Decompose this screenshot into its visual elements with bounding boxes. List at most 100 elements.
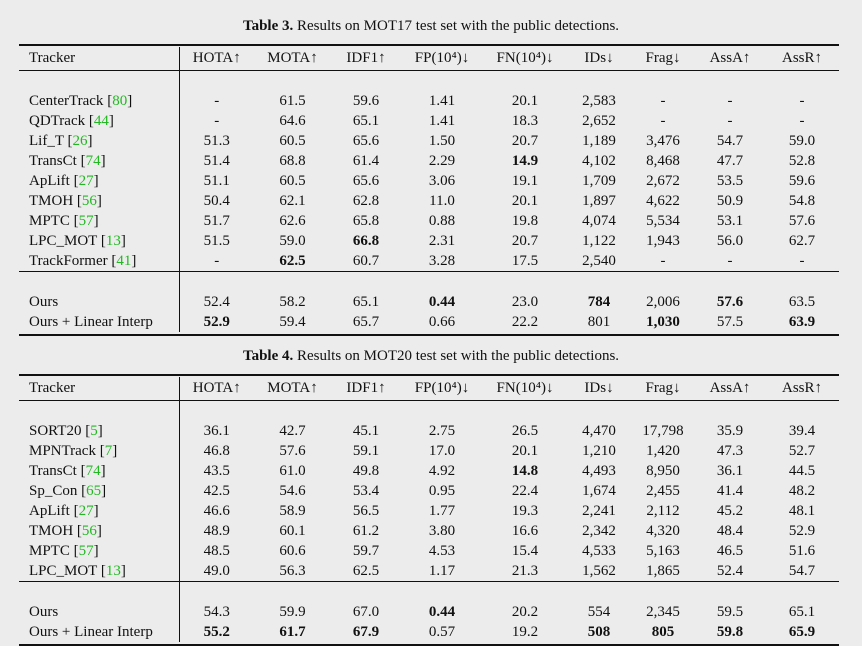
tracker-name: QDTrack [44] — [19, 111, 180, 131]
metric-cell: 1.17 — [428, 563, 456, 579]
citation-link[interactable]: 26 — [72, 133, 88, 149]
metric-cell: 65.8 — [352, 213, 380, 229]
citation-link[interactable]: 74 — [85, 153, 101, 169]
metric-cell: 67.9 — [352, 624, 380, 640]
tracker-name: Ours + Linear Interp — [19, 312, 180, 332]
tracker-name: Ours — [19, 292, 180, 312]
metric-cell: 60.5 — [279, 173, 306, 189]
tracker-name: Ours + Linear Interp — [19, 622, 180, 642]
metric-cell: 8,950 — [646, 463, 680, 479]
citation-link[interactable]: 27 — [78, 173, 94, 189]
metric-cell: 20.1 — [511, 93, 539, 109]
citation-link[interactable]: 41 — [116, 253, 132, 269]
metric-cell: 49.0 — [203, 563, 230, 579]
metric-cell: 62.6 — [279, 213, 306, 229]
metric-cell: 65.9 — [788, 624, 816, 640]
metric-cell: 59.0 — [279, 233, 306, 249]
tracker-label: LPC_MOT — [29, 233, 98, 249]
spacer-row — [19, 400, 839, 422]
metric-cell: - — [660, 93, 666, 109]
metric-cell: 65.1 — [352, 294, 380, 310]
metric-cell: 57.6 — [788, 213, 816, 229]
column-header: IDF1↑ — [346, 50, 386, 66]
metric-cell: 1.41 — [428, 113, 456, 129]
metric-cell: 26.5 — [511, 423, 539, 439]
metric-cell: 20.1 — [511, 443, 539, 459]
metric-cell: 1,030 — [646, 314, 680, 330]
citation-link[interactable]: 13 — [105, 563, 121, 579]
metric-cell: - — [727, 253, 733, 269]
metric-cell: 47.3 — [716, 443, 744, 459]
metric-cell: 62.1 — [279, 193, 306, 209]
metric-cell: 46.5 — [716, 543, 744, 559]
metric-cell: 54.3 — [203, 604, 230, 620]
metric-cell: 20.7 — [511, 133, 539, 149]
tracker-name: TransCt [74] — [19, 151, 180, 171]
metric-cell: 50.9 — [716, 193, 744, 209]
column-header: AssA↑ — [709, 380, 751, 396]
metric-cell: 16.6 — [511, 523, 539, 539]
metric-cell: 42.5 — [203, 483, 230, 499]
metric-cell: 49.8 — [352, 463, 380, 479]
metric-cell: 54.7 — [788, 563, 816, 579]
metric-cell: 45.1 — [352, 423, 380, 439]
metric-cell: 2,652 — [582, 113, 616, 129]
citation-link[interactable]: 57 — [78, 213, 94, 229]
spacer-cell — [179, 401, 839, 422]
metric-cell: 63.9 — [788, 314, 816, 330]
tracker-label: Sp_Con — [29, 483, 78, 499]
metric-cell: 61.2 — [352, 523, 380, 539]
metric-cell: 5,163 — [646, 543, 680, 559]
metric-cell: 59.9 — [279, 604, 306, 620]
metric-cell: 50.4 — [203, 193, 230, 209]
metric-cell: 2,672 — [646, 173, 680, 189]
citation-link[interactable]: 74 — [85, 463, 101, 479]
metric-cell: 52.4 — [203, 294, 230, 310]
metric-cell: 2.31 — [428, 233, 456, 249]
table-row: SORT20 [5] 36.1 42.7 45.1 2.75 26.5 4,470 17,79… — [19, 421, 839, 441]
citation-link[interactable]: 80 — [112, 93, 128, 109]
metric-cell: 1.77 — [428, 503, 456, 519]
metric-cell: - — [660, 253, 666, 269]
metric-cell: 58.2 — [279, 294, 306, 310]
metric-cell: 57.5 — [716, 314, 744, 330]
citation-link[interactable]: 27 — [78, 503, 94, 519]
spacer-cell — [179, 272, 839, 293]
metric-cell: - — [727, 113, 733, 129]
metric-cell: 22.2 — [511, 314, 539, 330]
metric-cell: 57.6 — [279, 443, 306, 459]
table-row: ApLift [27] 51.1 60.5 65.6 3.06 19.1 1,709 2,67… — [19, 171, 839, 191]
table3-top-rule — [19, 44, 839, 46]
metric-cell: - — [214, 253, 220, 269]
metric-cell: 1.50 — [428, 133, 456, 149]
metric-cell: 61.4 — [352, 153, 380, 169]
metric-cell: 52.7 — [788, 443, 816, 459]
column-header: AssA↑ — [709, 50, 751, 66]
citation-link[interactable]: 57 — [78, 543, 94, 559]
metric-cell: 65.1 — [352, 113, 380, 129]
citation-link[interactable]: 13 — [105, 233, 121, 249]
metric-cell: 62.5 — [279, 253, 306, 269]
table4-caption-label: Table 4. — [242, 348, 294, 364]
citation-link[interactable]: 5 — [90, 423, 98, 439]
spacer-cell — [179, 582, 839, 603]
metric-cell: 4,074 — [582, 213, 616, 229]
citation-link[interactable]: 56 — [81, 523, 97, 539]
citation-link[interactable]: 65 — [86, 483, 102, 499]
ours-row: Ours + Linear Interp 55.2 61.7 67.9 0.57 19.2… — [19, 622, 839, 642]
metric-cell: 2,006 — [646, 294, 680, 310]
citation-link[interactable]: 7 — [104, 443, 113, 459]
tracker-label: QDTrack — [29, 113, 86, 129]
citation-link[interactable]: 56 — [81, 193, 97, 209]
metric-cell: 52.8 — [788, 153, 816, 169]
table3-bottom-rule — [19, 334, 839, 336]
citation-link[interactable]: 44 — [93, 113, 109, 129]
metric-cell: 59.6 — [352, 93, 380, 109]
metric-cell: 68.8 — [279, 153, 306, 169]
table3-caption: Table 3. Results on MOT17 test set with … — [0, 17, 862, 35]
metric-cell: 60.7 — [352, 253, 380, 269]
column-header: MOTA↑ — [267, 380, 318, 396]
column-header: Tracker — [19, 377, 180, 401]
metric-cell: 60.5 — [279, 133, 306, 149]
metric-cell: 43.5 — [203, 463, 230, 479]
